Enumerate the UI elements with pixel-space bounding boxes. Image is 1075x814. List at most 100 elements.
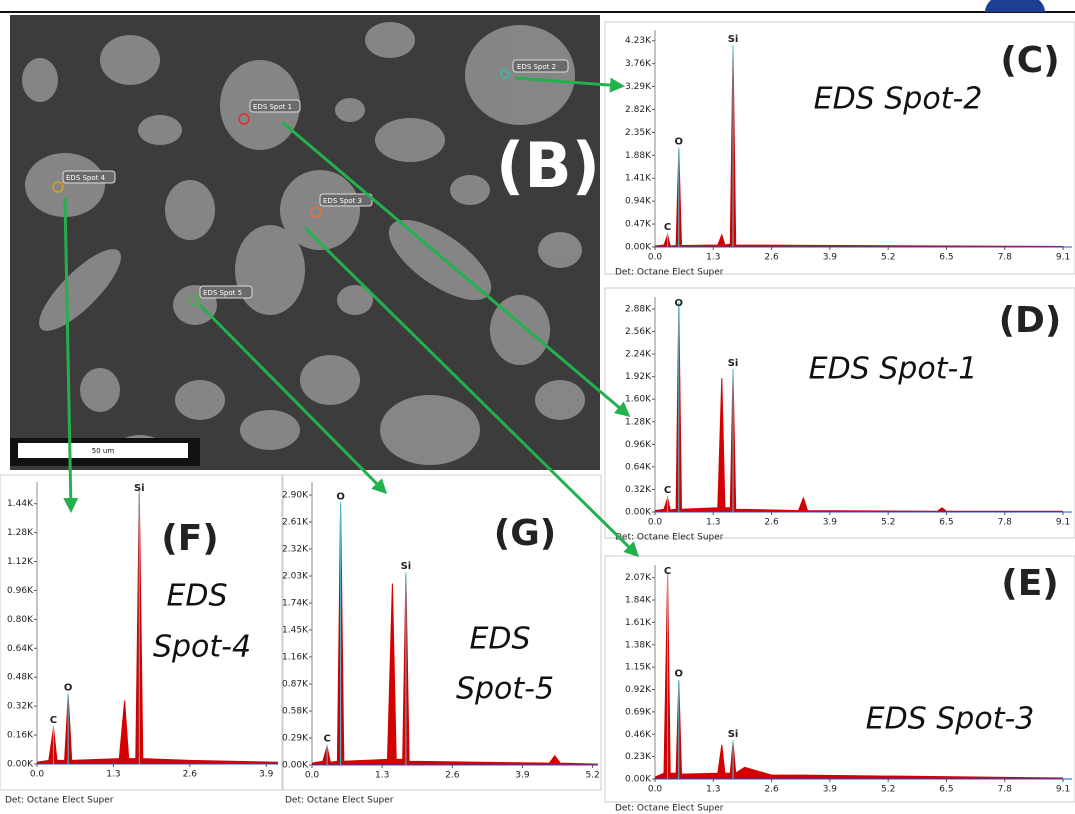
x-tick-label: 0.0 bbox=[305, 771, 320, 781]
spectrum-line bbox=[654, 303, 1063, 512]
y-tick-label: 1.38K bbox=[625, 640, 652, 650]
peak-label: Si bbox=[728, 358, 739, 369]
spectrum-panel: 0.00K 0.23K 0.46K 0.69K 0.92K 1.15K 1.38K 1.61K… bbox=[604, 555, 1075, 814]
x-tick-label: 6.5 bbox=[939, 518, 953, 528]
x-tick-label: 2.6 bbox=[445, 771, 460, 781]
x-tick-label: 1.3 bbox=[375, 771, 389, 781]
y-tick-label: 0.29K bbox=[282, 734, 309, 744]
y-tick-label: 0.00K bbox=[625, 508, 652, 518]
peak-label: O bbox=[675, 136, 684, 147]
peak-label: C bbox=[323, 733, 330, 744]
x-tick-label: 3.9 bbox=[823, 785, 838, 795]
y-tick-label: 0.47K bbox=[625, 220, 652, 230]
y-tick-label: 2.24K bbox=[625, 350, 652, 360]
y-tick-label: 1.74K bbox=[282, 599, 309, 609]
sem-image: EDS Spot 1 EDS Spot 2 EDS Spot 3 EDS Spo… bbox=[10, 15, 600, 470]
y-tick-label: 0.00K bbox=[7, 760, 34, 770]
y-tick-label: 0.23K bbox=[625, 752, 652, 762]
detector-label: Det: Octane Elect Super bbox=[285, 796, 394, 806]
panel-frame bbox=[604, 287, 1075, 539]
panel-frame bbox=[282, 474, 602, 791]
x-tick-label: 9.1 bbox=[1056, 518, 1070, 528]
x-tick-label: 0.0 bbox=[648, 518, 663, 528]
x-tick-label: 5.2 bbox=[585, 771, 599, 781]
x-tick-label: 0.0 bbox=[30, 770, 45, 780]
y-tick-label: 1.15K bbox=[625, 663, 652, 673]
x-tick-label: 9.1 bbox=[1056, 785, 1070, 795]
y-tick-label: 0.48K bbox=[7, 673, 34, 683]
x-tick-label: 7.8 bbox=[998, 518, 1013, 528]
spot-label: EDS Spot 4 bbox=[66, 174, 106, 182]
panel-subtitle: Spot-5 bbox=[456, 672, 554, 707]
y-tick-label: 1.41K bbox=[625, 174, 652, 184]
y-tick-label: 0.32K bbox=[625, 485, 652, 495]
y-tick-label: 1.16K bbox=[282, 653, 309, 663]
spectrum-line bbox=[36, 492, 279, 763]
y-tick-label: 1.84K bbox=[625, 596, 652, 606]
y-tick-label: 0.64K bbox=[7, 644, 34, 654]
y-tick-label: 1.12K bbox=[7, 557, 34, 567]
x-tick-label: 9.1 bbox=[1056, 253, 1070, 263]
spectrum-panel: 0.00K 0.32K 0.64K 0.96K 1.28K 1.60K 1.92K 2.24K… bbox=[604, 287, 1075, 543]
y-tick-label: 0.00K bbox=[625, 775, 652, 785]
logo bbox=[985, 0, 1045, 12]
panel-title: (C) bbox=[1000, 40, 1059, 81]
spot-label: EDS Spot 2 bbox=[517, 63, 556, 71]
peak-label: C bbox=[664, 485, 671, 496]
y-tick-label: 0.64K bbox=[625, 462, 652, 472]
panel-title: (G) bbox=[494, 513, 556, 554]
detector-label: Det: Octane Elect Super bbox=[615, 804, 724, 814]
x-tick-label: 0.0 bbox=[648, 253, 663, 263]
y-tick-label: 2.07K bbox=[625, 573, 652, 583]
panel-subtitle: EDS bbox=[469, 622, 530, 657]
panel-title: (F) bbox=[161, 518, 219, 559]
y-tick-label: 2.32K bbox=[282, 545, 309, 555]
x-tick-label: 1.3 bbox=[106, 770, 120, 780]
x-tick-label: 3.9 bbox=[259, 770, 274, 780]
x-tick-label: 3.9 bbox=[823, 518, 838, 528]
y-tick-label: 0.69K bbox=[625, 707, 652, 717]
detector-label: Det: Octane Elect Super bbox=[5, 796, 114, 806]
figure-label: (B) bbox=[496, 129, 600, 202]
peak-label: O bbox=[336, 491, 345, 502]
y-tick-label: 2.90K bbox=[282, 491, 309, 501]
x-tick-label: 7.8 bbox=[998, 253, 1013, 263]
y-tick-label: 0.96K bbox=[625, 440, 652, 450]
y-tick-label: 1.45K bbox=[282, 626, 309, 636]
x-tick-label: 2.6 bbox=[764, 253, 779, 263]
panel-subtitle: EDS Spot-3 bbox=[866, 702, 1035, 737]
y-tick-label: 0.92K bbox=[625, 685, 652, 695]
peak-label: C bbox=[664, 222, 671, 233]
y-tick-label: 0.87K bbox=[282, 680, 309, 690]
y-tick-label: 1.92K bbox=[625, 372, 652, 382]
spot-label: EDS Spot 1 bbox=[253, 103, 292, 111]
panel-subtitle: Spot-4 bbox=[153, 630, 251, 665]
y-tick-label: 4.23K bbox=[625, 36, 652, 46]
y-tick-label: 2.03K bbox=[282, 572, 309, 582]
x-tick-label: 2.6 bbox=[764, 785, 779, 795]
x-tick-label: 3.9 bbox=[823, 253, 838, 263]
peak-label: C bbox=[50, 715, 57, 726]
scale-bar-label: 50 um bbox=[92, 447, 115, 455]
y-tick-label: 0.46K bbox=[625, 730, 652, 740]
spot-label: EDS Spot 3 bbox=[323, 197, 362, 205]
x-tick-label: 5.2 bbox=[881, 785, 895, 795]
y-tick-label: 0.94K bbox=[625, 197, 652, 207]
y-tick-label: 1.28K bbox=[625, 417, 652, 427]
y-tick-label: 0.00K bbox=[625, 243, 652, 253]
y-tick-label: 1.28K bbox=[7, 528, 34, 538]
spectra: 0.00K 0.47K 0.94K 1.41K 1.88K 2.35K 2.82K 3.29K… bbox=[0, 21, 1075, 814]
panel-subtitle: EDS bbox=[166, 579, 227, 614]
y-tick-label: 0.16K bbox=[7, 731, 34, 741]
x-tick-label: 2.6 bbox=[183, 770, 198, 780]
y-tick-label: 2.56K bbox=[625, 327, 652, 337]
x-tick-label: 6.5 bbox=[939, 253, 953, 263]
y-tick-label: 3.29K bbox=[625, 82, 652, 92]
x-tick-label: 1.3 bbox=[706, 253, 720, 263]
x-tick-label: 5.2 bbox=[881, 518, 895, 528]
panel-title: (E) bbox=[1001, 563, 1059, 604]
y-tick-label: 2.61K bbox=[282, 518, 309, 528]
y-tick-label: 0.80K bbox=[7, 615, 34, 625]
peak-label: Si bbox=[401, 561, 412, 572]
